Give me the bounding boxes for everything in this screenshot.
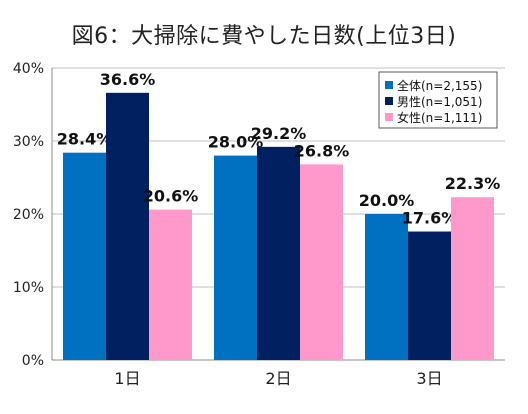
y-tick-label: 30% [13,134,44,150]
legend-swatch [385,113,393,121]
bar [63,152,106,360]
y-tick-label: 0% [22,353,44,369]
y-tick-label: 10% [13,280,44,296]
legend-label: 男性(n=1,051) [397,95,482,109]
bar [408,231,451,360]
bar [257,146,300,360]
y-tick-label: 20% [13,207,44,223]
legend-swatch [385,81,393,89]
bar [214,155,257,360]
bar [106,92,149,360]
legend-box [378,71,498,129]
y-tick-label: 40% [13,61,44,77]
chart-title: 図6：大掃除に費やした日数(上位3日) [71,24,457,49]
data-label: 22.3% [445,174,501,193]
x-tick-label: 3日 [416,369,442,388]
data-label: 26.8% [294,141,350,160]
legend-label: 全体(n=2,155) [397,78,482,93]
data-label: 29.2% [251,124,307,143]
bar [149,209,192,360]
x-tick-label: 2日 [265,369,291,388]
data-label: 20.6% [143,187,199,206]
data-label: 36.6% [100,70,156,89]
legend-label: 女性(n=1,111) [397,110,482,125]
bar [300,164,343,360]
data-label: 28.0% [208,133,264,152]
bar [365,214,408,360]
data-label: 20.0% [359,191,415,210]
data-label: 28.4% [57,130,113,149]
x-tick-label: 1日 [114,369,140,388]
data-label: 17.6% [402,209,458,228]
legend-swatch [385,97,393,105]
bar [451,197,494,360]
